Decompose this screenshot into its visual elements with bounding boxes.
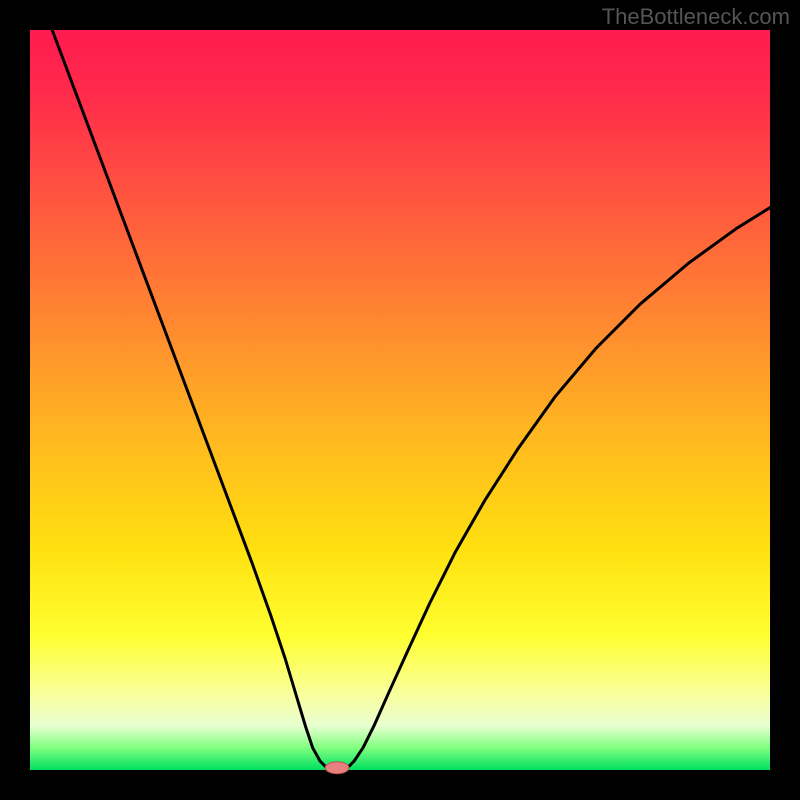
- bottleneck-chart-svg: [0, 0, 800, 800]
- plot-background-gradient: [30, 30, 770, 770]
- minimum-marker: [325, 762, 349, 774]
- bottleneck-chart-container: TheBottleneck.com: [0, 0, 800, 800]
- watermark-text: TheBottleneck.com: [602, 4, 790, 30]
